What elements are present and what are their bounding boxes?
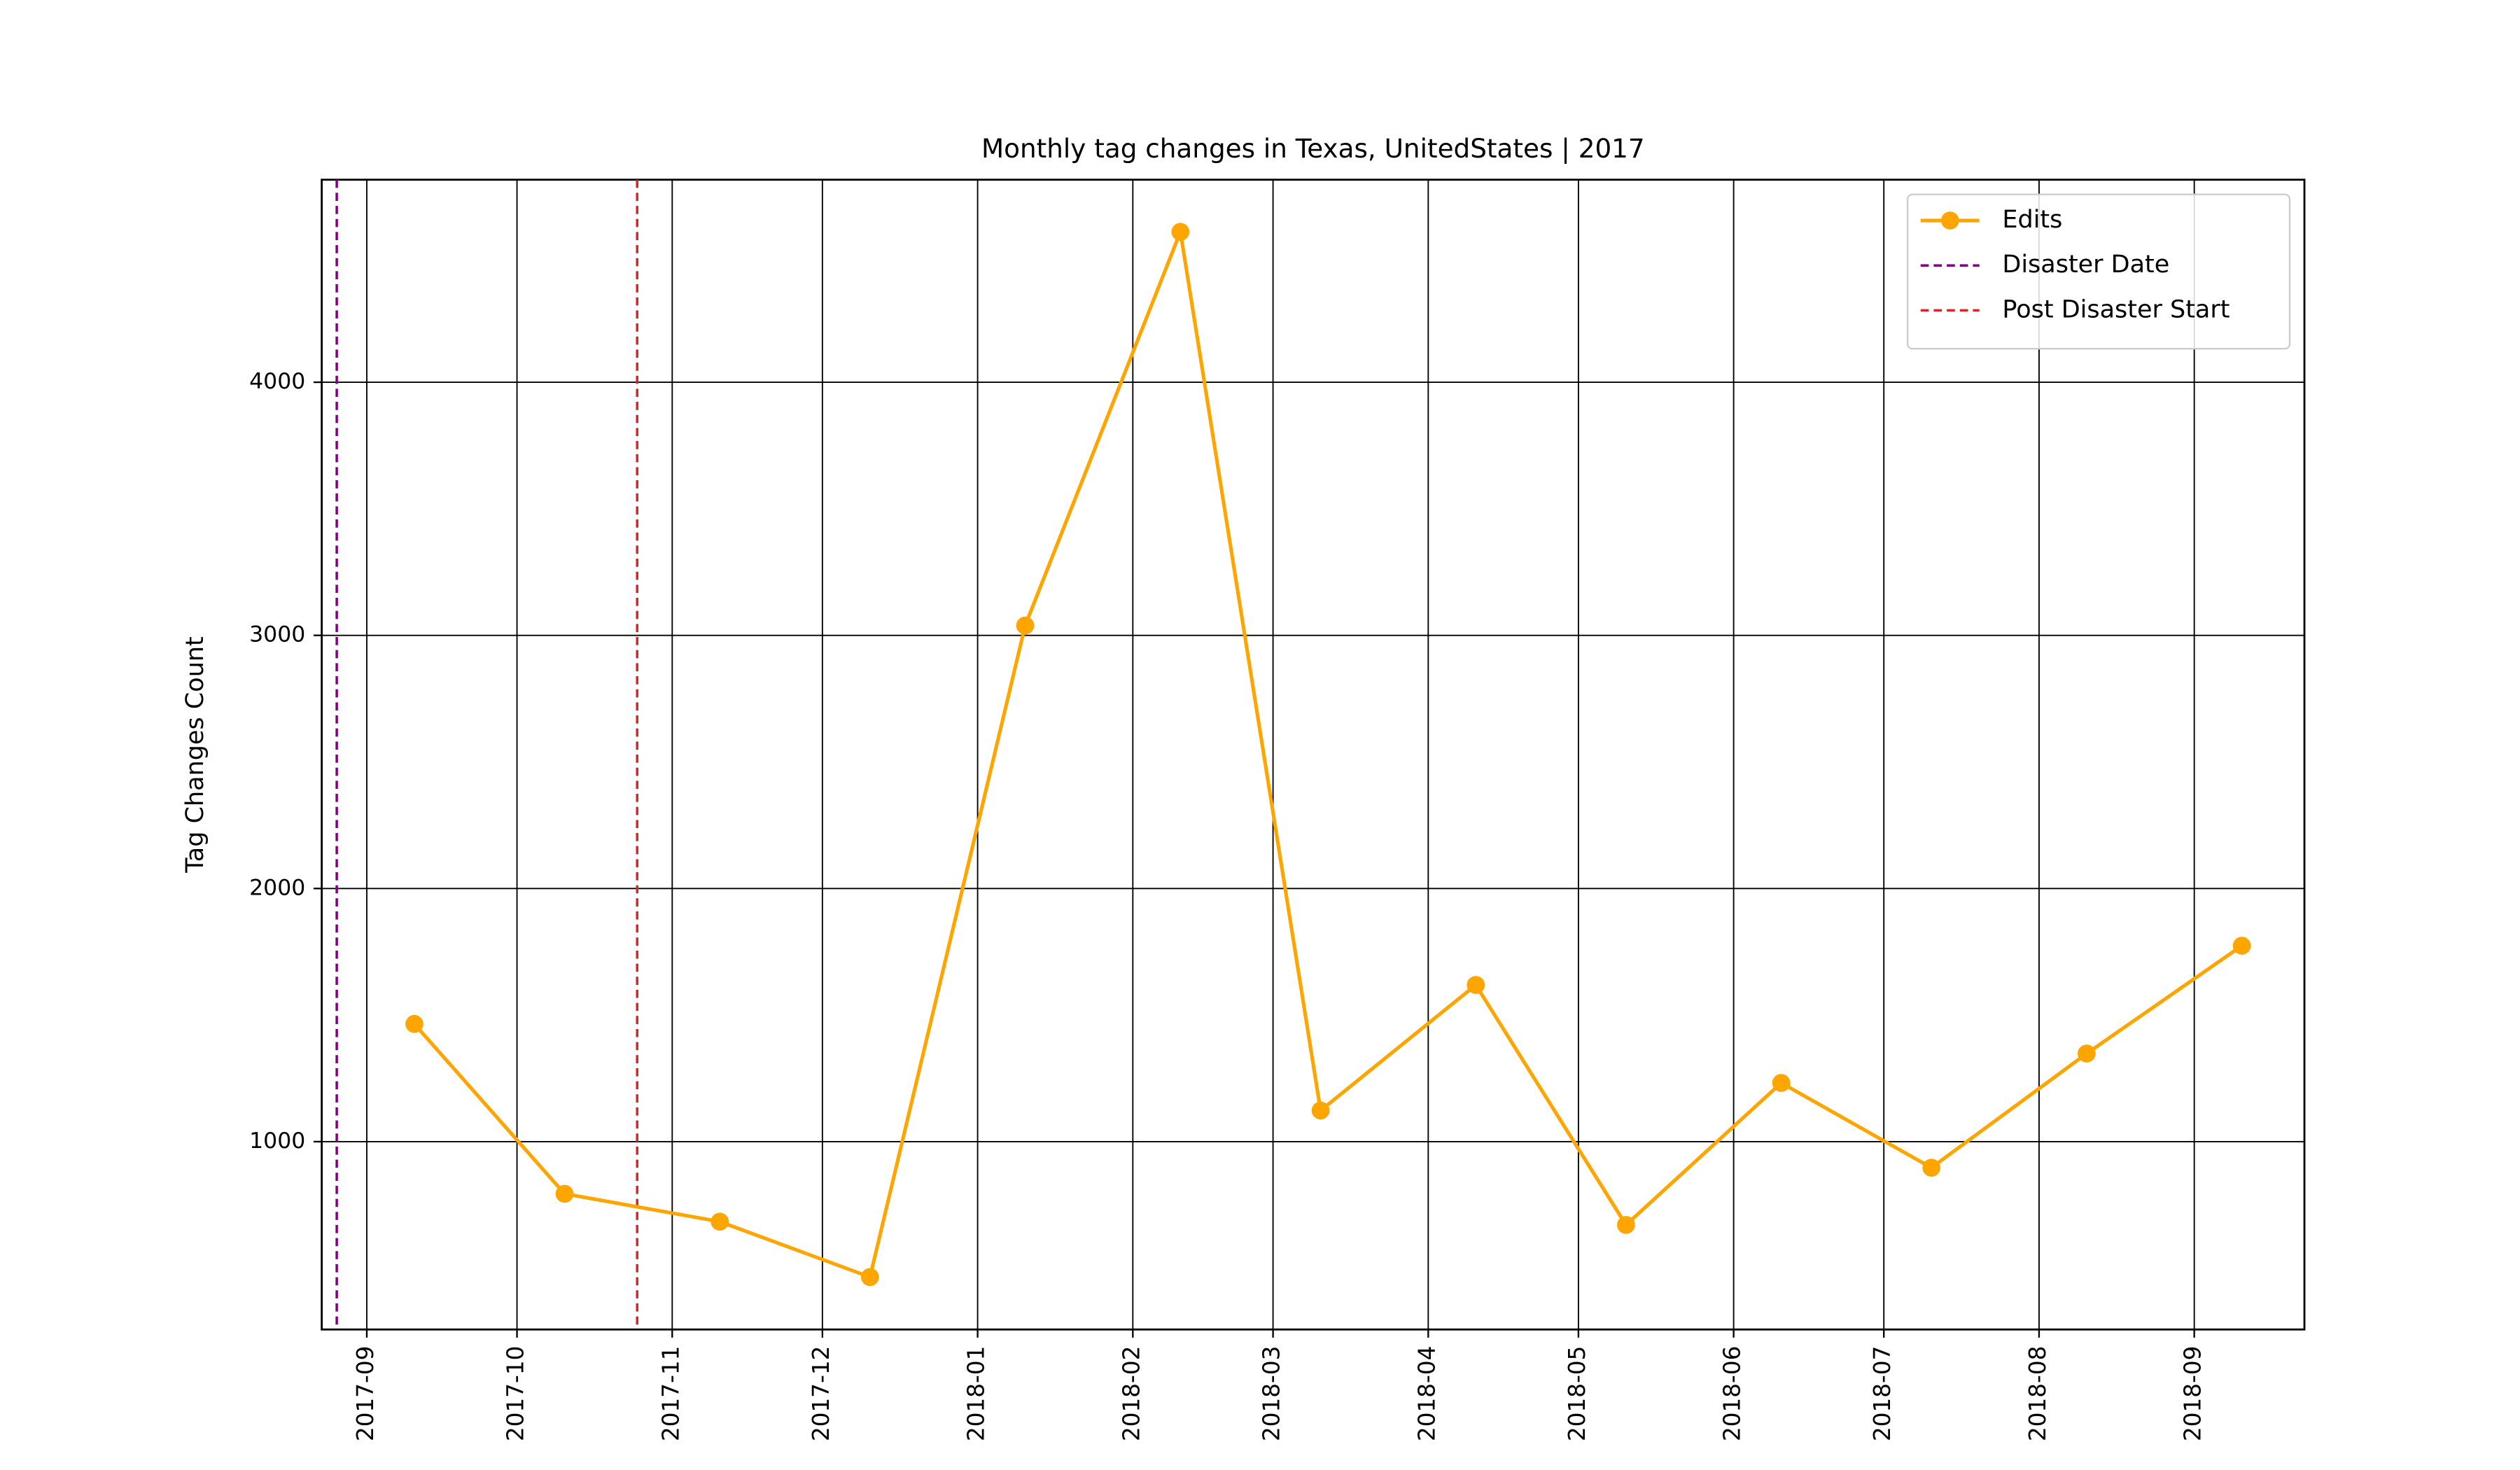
point: [1772, 1074, 1791, 1092]
point: [1466, 976, 1485, 994]
point: [1617, 1216, 1635, 1234]
x-tick-label: 2018-05: [1564, 1346, 1590, 1441]
legend-box: [1906, 193, 2291, 350]
x-tick-label: 2018-07: [1869, 1346, 1896, 1441]
x-tick-label: 2018-06: [1719, 1346, 1746, 1441]
y-tick-label: 2000: [249, 875, 305, 900]
point: [405, 1014, 424, 1033]
point: [1016, 616, 1035, 635]
point: [1922, 1158, 1940, 1177]
legend-label: Post Disaster Start: [2002, 295, 2230, 323]
point: [710, 1212, 729, 1231]
point: [860, 1268, 879, 1287]
x-tick-label: 2018-04: [1413, 1346, 1440, 1441]
point: [555, 1184, 574, 1203]
legend-label: Disaster Date: [2002, 251, 2169, 279]
x-tick-label: 2017-09: [352, 1346, 379, 1441]
point: [2232, 937, 2251, 955]
x-tick-label: 2017-10: [503, 1346, 529, 1441]
x-tick-label: 2018-08: [2024, 1346, 2051, 1441]
line: [413, 225, 2244, 1280]
x-tick-label: 2018-02: [1118, 1346, 1144, 1441]
plot-frame: [321, 178, 2306, 1331]
point: [1311, 1101, 1330, 1120]
chart-title: Monthly tag changes in Texas, UnitedStat…: [981, 133, 1645, 164]
y-tick-label: 3000: [249, 622, 305, 648]
y-tick-label: 1000: [249, 1128, 305, 1154]
x-tick-label: 2017-11: [657, 1346, 684, 1441]
legend-label: Edits: [2002, 206, 2062, 234]
y-axis-label: Tag Changes Count: [181, 636, 209, 874]
point: [1171, 223, 1190, 241]
x-tick-label: 2018-01: [963, 1346, 990, 1441]
legend-marker: [1940, 211, 1959, 230]
x-tick-label: 2017-12: [808, 1346, 834, 1441]
point: [2078, 1044, 2096, 1063]
y-tick-label: 4000: [249, 369, 305, 394]
x-tick-label: 2018-03: [1259, 1346, 1285, 1441]
x-tick-label: 2018-09: [2180, 1346, 2206, 1441]
